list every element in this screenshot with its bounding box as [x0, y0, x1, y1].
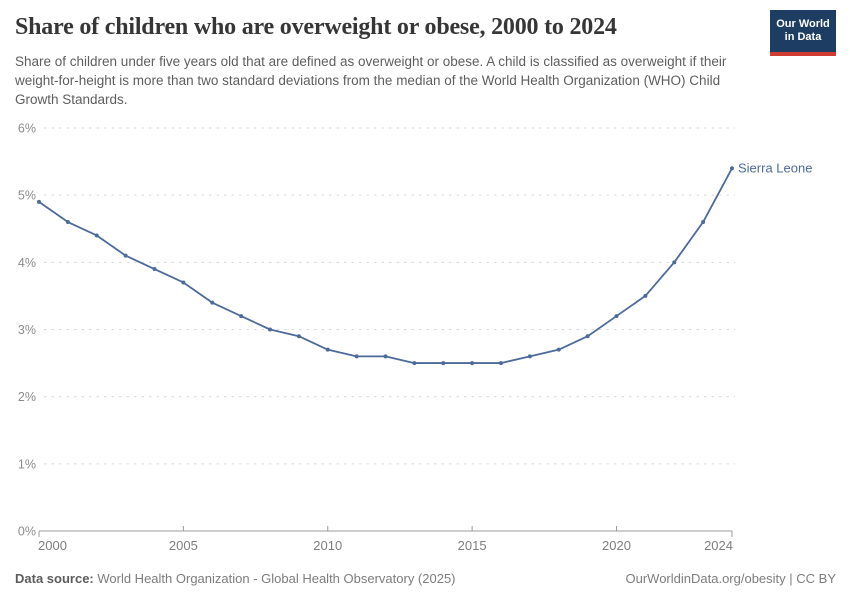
data-point	[181, 280, 186, 285]
data-point	[239, 314, 244, 319]
data-point	[94, 233, 99, 238]
data-point	[65, 220, 70, 225]
y-axis-tick-label: 0%	[18, 525, 36, 539]
data-point	[527, 354, 532, 359]
y-axis-tick-label: 2%	[18, 390, 36, 404]
data-point	[556, 347, 561, 352]
x-axis-tick-label: 2010	[313, 538, 342, 553]
logo-line-1: Our World	[776, 18, 830, 30]
data-point	[268, 327, 272, 332]
chart-subtitle: Share of children under five years old t…	[15, 54, 727, 107]
data-source-note: Data source: World Health Organization -…	[15, 571, 456, 587]
x-axis-tick-label: 2005	[169, 538, 198, 553]
owid-logo: Our World in Data	[770, 10, 836, 56]
logo-accent-bar	[770, 52, 836, 56]
data-point	[643, 293, 648, 298]
chart-header: Share of children who are overweight or …	[15, 12, 760, 109]
data-point	[499, 361, 503, 366]
data-line	[38, 167, 733, 364]
y-axis-tick-label: 5%	[18, 189, 36, 203]
data-point	[672, 260, 677, 265]
data-source-label: Data source:	[15, 571, 94, 586]
x-axis-tick-label: 2020	[602, 538, 631, 553]
data-point	[585, 334, 590, 339]
data-point	[210, 300, 215, 305]
series-end-label: Sierra Leone	[738, 160, 812, 175]
x-axis-tick-label: 2015	[458, 538, 487, 553]
page-title: Share of children who are overweight or …	[15, 14, 617, 40]
chart-footer: Data source: World Health Organization -…	[15, 571, 836, 587]
data-point	[296, 334, 301, 339]
data-point	[152, 267, 157, 272]
y-axis-tick-label: 6%	[18, 122, 36, 136]
data-point	[614, 314, 619, 319]
data-point	[412, 361, 417, 366]
data-point	[441, 361, 446, 366]
credit-link[interactable]: OurWorldinData.org/obesity | CC BY	[625, 571, 837, 586]
data-point	[470, 361, 475, 366]
data-point	[325, 347, 330, 352]
x-axis-tick-label: 2024	[704, 538, 733, 553]
data-point	[123, 253, 128, 258]
data-point	[730, 166, 734, 171]
logo-line-2: in Data	[784, 31, 822, 43]
data-point	[701, 220, 706, 225]
y-axis-tick-label: 3%	[18, 323, 36, 337]
data-point	[354, 354, 359, 359]
data-point	[37, 199, 41, 204]
data-point	[383, 354, 388, 359]
y-axis-tick-label: 1%	[18, 457, 36, 471]
data-source-text: World Health Organization - Global Healt…	[93, 571, 456, 586]
y-axis-tick-label: 4%	[18, 256, 36, 270]
x-axis-tick-label: 2000	[38, 538, 67, 553]
